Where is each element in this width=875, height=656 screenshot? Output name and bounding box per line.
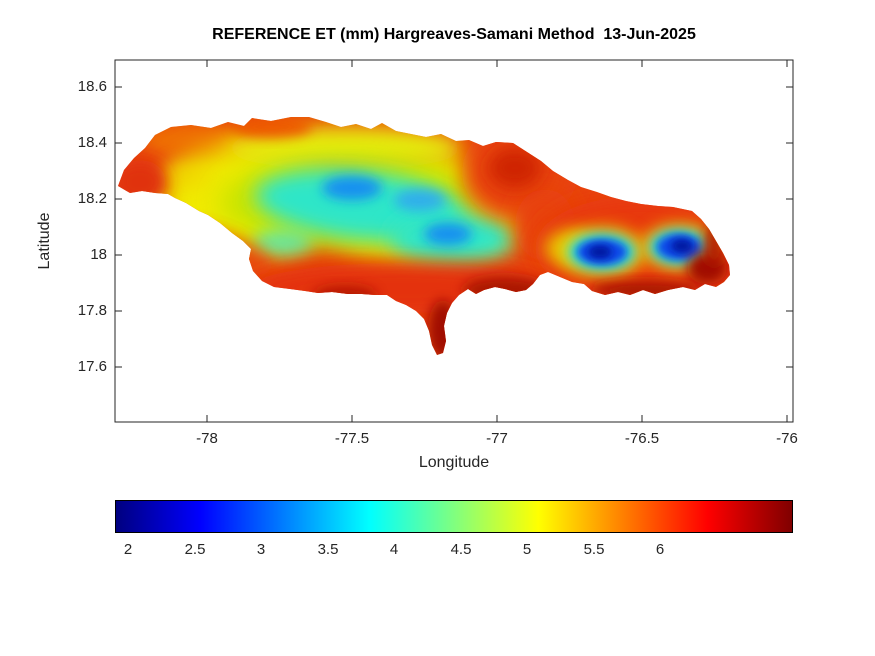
et-contour-blob <box>160 160 210 190</box>
et-contour-blob <box>463 277 547 303</box>
colorbar-tick-label: 2 <box>123 541 133 558</box>
y-tick-label: 18.4 <box>77 134 107 151</box>
x-tick-label: -76.5 <box>624 430 660 447</box>
x-tick-label: -76 <box>776 430 798 447</box>
x-tick-label: -77.5 <box>334 430 370 447</box>
colorbar-tick-label: 4 <box>389 541 399 558</box>
et-contour-blob <box>232 117 312 138</box>
x-tick-label: -78 <box>196 430 218 447</box>
y-axis-label: Latitude <box>36 212 53 270</box>
plot-title: REFERENCE ET (mm) Hargreaves-Samani Meth… <box>212 26 696 43</box>
colorbar-gradient <box>115 500 793 533</box>
et-contour-blob <box>428 300 458 355</box>
et-contour-blob <box>590 281 700 299</box>
colorbar-tick-label: 3.5 <box>317 541 339 558</box>
axes-box <box>114 59 794 423</box>
et-contour-blob <box>137 196 173 220</box>
y-tick-label: 17.8 <box>77 302 107 319</box>
et-contour-blob <box>118 160 166 204</box>
et-contour-blob <box>394 189 446 211</box>
colorbar-tick-label: 4.5 <box>450 541 472 558</box>
et-contour-blob <box>489 148 541 188</box>
et-contour-blob <box>322 176 382 200</box>
et-contour-blob <box>704 223 724 267</box>
et-contour-blob <box>671 239 693 253</box>
y-tick-label: 18.2 <box>77 190 107 207</box>
et-contour-blob <box>313 286 377 306</box>
y-tick-label: 18 <box>90 246 107 263</box>
axis-tick-marks <box>115 60 793 422</box>
et-contour-blob <box>252 230 312 256</box>
colorbar-tick-label: 6 <box>655 541 665 558</box>
jamaica-et-map <box>118 117 730 355</box>
colorbar-tick-label: 3 <box>256 541 266 558</box>
colorbar-tick-label: 5.5 <box>583 541 605 558</box>
y-tick-label: 18.6 <box>77 78 107 95</box>
colorbar-tick-label: 5 <box>522 541 532 558</box>
x-axis-label: Longitude <box>418 454 490 471</box>
et-contour-blob <box>588 245 612 259</box>
x-tick-label: -77 <box>486 430 508 447</box>
y-tick-label: 17.6 <box>77 358 107 375</box>
et-contour-blob <box>424 223 472 245</box>
colorbar-tick-label: 2.5 <box>184 541 206 558</box>
